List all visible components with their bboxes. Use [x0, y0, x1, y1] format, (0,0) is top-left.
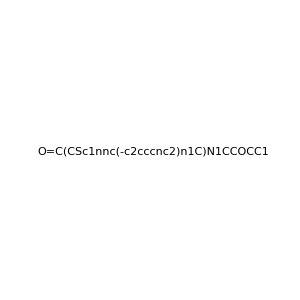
- Text: O=C(CSc1nnc(-c2cccnc2)n1C)N1CCOCC1: O=C(CSc1nnc(-c2cccnc2)n1C)N1CCOCC1: [38, 146, 270, 157]
